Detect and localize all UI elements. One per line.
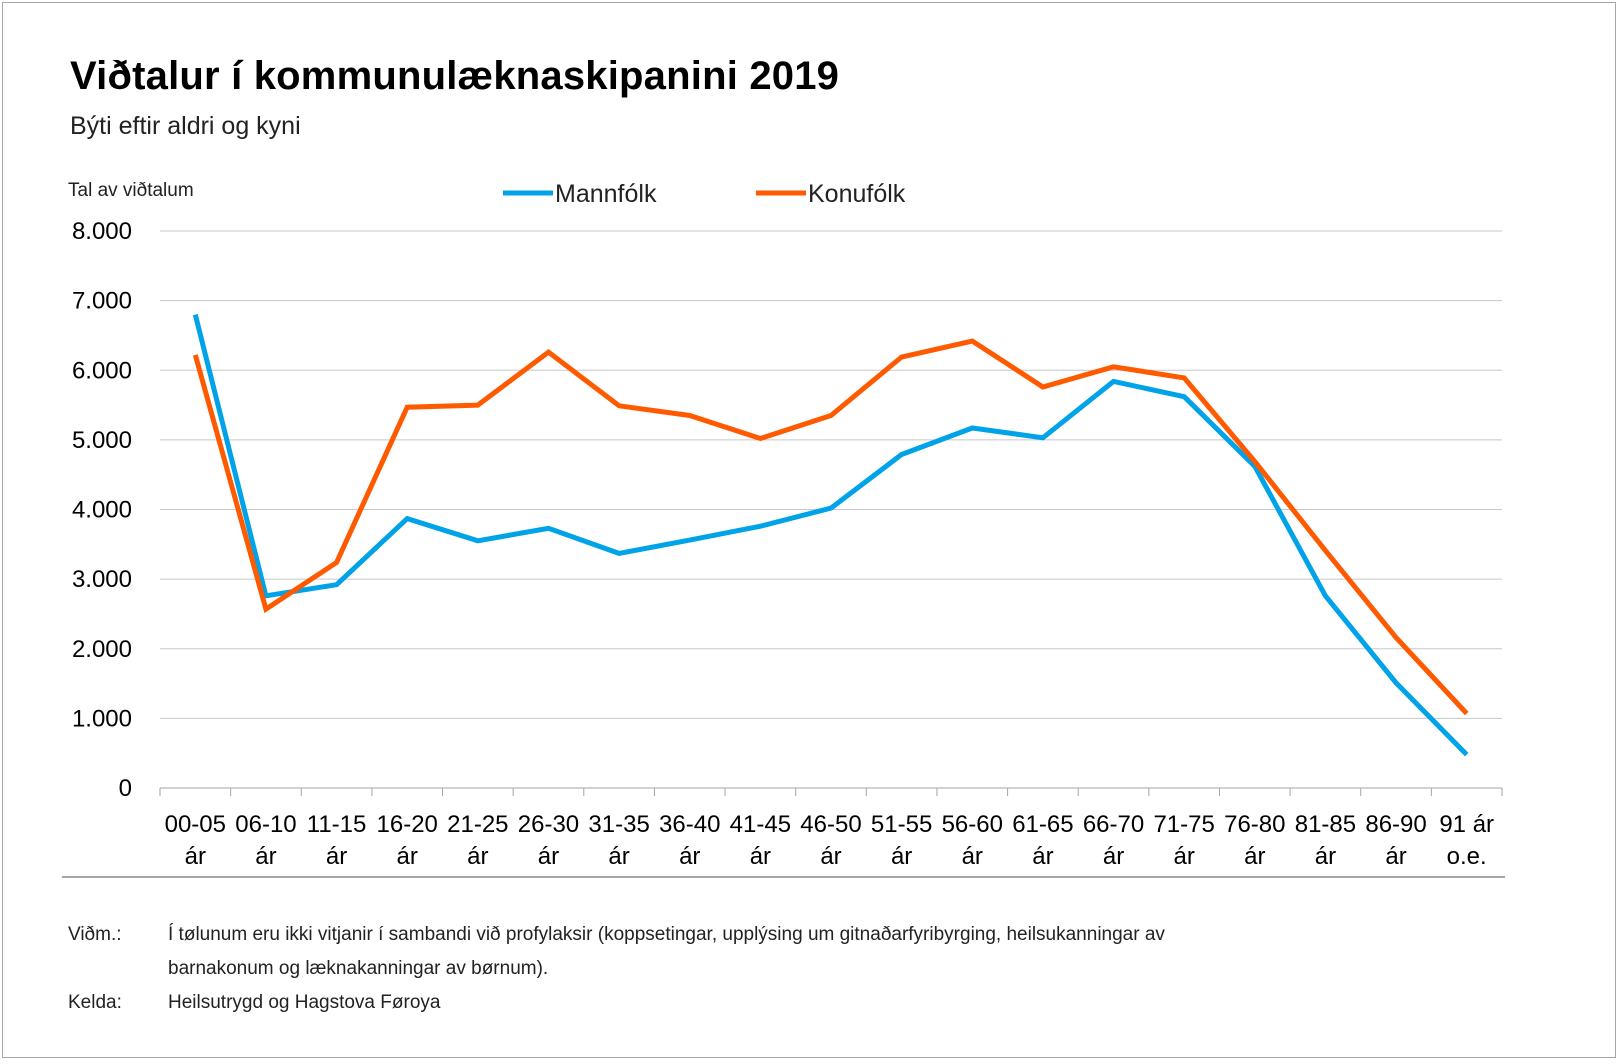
x-tick-label: 86-90 xyxy=(1365,811,1426,838)
y-tick-label: 6.000 xyxy=(72,357,132,384)
x-tick-label: 81-85 xyxy=(1295,811,1356,838)
x-tick-label: 21-25 xyxy=(447,811,508,838)
x-tick-label: 06-10 xyxy=(235,811,296,838)
x-tick-label-unit: ár xyxy=(750,843,771,870)
x-tick-label: 11-15 xyxy=(307,811,367,838)
note-source-key: Kelda: xyxy=(68,992,122,1013)
x-tick-label: 56-60 xyxy=(942,811,1003,838)
legend-label-konufolk: Konufólk xyxy=(808,180,906,208)
y-tick-label: 4.000 xyxy=(72,497,132,524)
x-tick-label-unit: ár xyxy=(608,843,629,870)
y-tick-label: 5.000 xyxy=(72,427,132,454)
line-chart: Tal av viðtalum 0 1.000 2.000 3.000 4.000 5.00… xyxy=(62,180,1505,878)
x-tick-label: 16-20 xyxy=(377,811,438,838)
x-tick-label-unit: ár xyxy=(962,843,983,870)
x-tick-label: 46-50 xyxy=(800,811,861,838)
x-tick-label-unit: ár xyxy=(820,843,841,870)
chart-subtitle: Býti eftir aldri og kyni xyxy=(70,112,301,140)
x-tick-label-unit: ár xyxy=(397,843,418,870)
x-tick-label-unit: ár xyxy=(1244,843,1265,870)
x-tick-label: 41-45 xyxy=(730,811,791,838)
x-tick-label: 51-55 xyxy=(871,811,932,838)
x-tick-label-unit: ár xyxy=(679,843,700,870)
note-source: Kelda: Heilsutrygd og Hagstova Føroya xyxy=(68,986,1268,1020)
chart-title: Viðtalur í kommunulæknaskipanini 2019 xyxy=(70,54,840,98)
x-tick-label-unit: ár xyxy=(538,843,559,870)
x-tick-label: 26-30 xyxy=(518,811,579,838)
series-line-konufolk xyxy=(192,338,1469,716)
series-line-mannfolk xyxy=(192,313,1469,757)
note-remark-key: Viðm.: xyxy=(68,924,122,945)
x-tick-label: 71-75 xyxy=(1153,811,1214,838)
x-tick-label-unit: o.e. xyxy=(1447,843,1487,870)
x-tick-label: 66-70 xyxy=(1083,811,1144,838)
y-tick-label: 8.000 xyxy=(72,218,132,245)
x-tick-label: 61-65 xyxy=(1012,811,1073,838)
x-tick-label: 76-80 xyxy=(1224,811,1285,838)
y-tick-label: 0 xyxy=(119,775,132,802)
legend-label-mannfolk: Mannfólk xyxy=(555,180,657,208)
x-tick-label: 31-35 xyxy=(588,811,649,838)
note-source-text: Heilsutrygd og Hagstova Føroya xyxy=(168,992,441,1013)
note-remark-text: Í tølunum eru ikki vitjanir í sambandi v… xyxy=(168,924,1165,979)
x-tick-label-unit: ár xyxy=(891,843,912,870)
x-tick-label-unit: ár xyxy=(1103,843,1124,870)
x-tick-label-unit: ár xyxy=(185,843,206,870)
x-tick-label: 36-40 xyxy=(659,811,720,838)
note-remark: Viðm.: Í tølunum eru ikki vitjanir í sam… xyxy=(68,918,1268,986)
y-tick-label: 2.000 xyxy=(72,636,132,663)
x-tick-label: 91 ár xyxy=(1439,811,1494,838)
y-tick-label: 3.000 xyxy=(72,566,132,593)
x-tick-label-unit: ár xyxy=(467,843,488,870)
x-tick-label: 00-05 xyxy=(165,811,226,838)
x-tick-label-unit: ár xyxy=(326,843,347,870)
x-tick-label-unit: ár xyxy=(1173,843,1194,870)
y-axis-label: Tal av viðtalum xyxy=(68,180,194,201)
y-tick-label: 7.000 xyxy=(72,288,132,315)
y-tick-label: 1.000 xyxy=(72,705,132,732)
x-tick-label-unit: ár xyxy=(255,843,276,870)
notes-section: Viðm.: Í tølunum eru ikki vitjanir í sam… xyxy=(68,918,1268,1020)
x-tick-label-unit: ár xyxy=(1385,843,1406,870)
x-tick-label-unit: ár xyxy=(1032,843,1053,870)
x-tick-label-unit: ár xyxy=(1315,843,1336,870)
